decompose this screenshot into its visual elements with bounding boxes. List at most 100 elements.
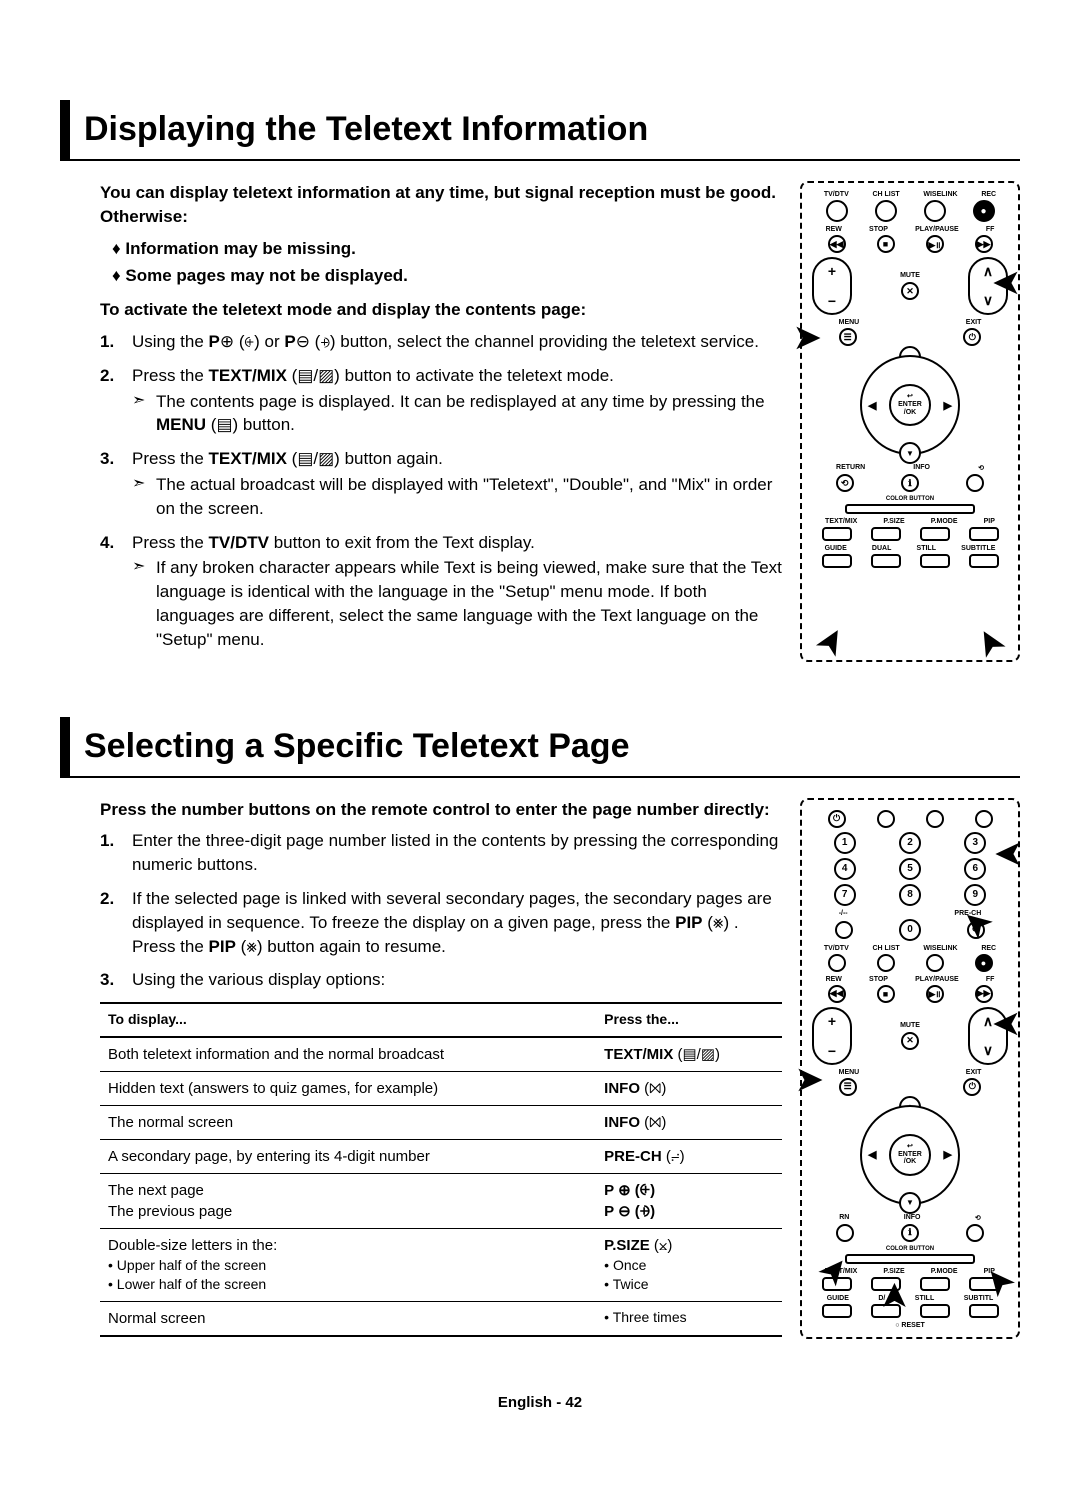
t: PLAY/PAUSE bbox=[915, 976, 959, 983]
t: (▤) button. bbox=[206, 415, 295, 434]
enter-btn: ↩ENTER/OK bbox=[889, 1134, 931, 1176]
t: EXIT bbox=[966, 1069, 982, 1076]
t: STILL bbox=[917, 545, 936, 552]
t: COLOR BUTTON bbox=[812, 1246, 1008, 1252]
exit-btn: ⏻ bbox=[963, 328, 981, 346]
step-text: Enter the three-digit page number listed… bbox=[132, 829, 782, 877]
stop-btn: ■ bbox=[877, 985, 895, 1003]
td-display: A secondary page, by entering its 4-digi… bbox=[100, 1139, 596, 1173]
info-label: INFO bbox=[913, 464, 930, 472]
td-press: TEXT/MIX (▤/▨) bbox=[596, 1037, 782, 1072]
exit-label: EXIT bbox=[966, 319, 982, 326]
a-btn bbox=[877, 810, 895, 828]
td-display: The next pageThe previous page bbox=[100, 1173, 596, 1228]
step-text: Using the various display options: bbox=[132, 968, 782, 992]
ff-btn: ▶▶ bbox=[975, 985, 993, 1003]
th-press: Press the... bbox=[596, 1003, 782, 1037]
section-1-title: Displaying the Teletext Information bbox=[84, 110, 1006, 149]
td-press: PRE-CH (⨬) bbox=[596, 1139, 782, 1173]
t: STILL bbox=[915, 1295, 934, 1302]
bullet-notdisplayed: Some pages may not be displayed. bbox=[112, 264, 782, 288]
remote-diagram-1: TV/DTVCH LISTWISELINKREC ● REWSTOPPLAY/P… bbox=[800, 181, 1020, 662]
num-2: 2 bbox=[899, 832, 921, 854]
s2-step-3: 3. Using the various display options: bbox=[100, 968, 782, 992]
td-display: The normal screen bbox=[100, 1105, 596, 1139]
still-btn bbox=[920, 1304, 950, 1318]
t: Press the bbox=[132, 533, 209, 552]
guide-btn bbox=[822, 1304, 852, 1318]
table-row: Hidden text (answers to quiz games, for … bbox=[100, 1071, 782, 1105]
num-7: 7 bbox=[834, 884, 856, 906]
t: FF bbox=[986, 976, 995, 983]
step-num: 4. bbox=[100, 531, 132, 652]
t: REW bbox=[826, 976, 842, 983]
td-press: Three times bbox=[596, 1301, 782, 1336]
t: CH LIST bbox=[872, 945, 899, 952]
section-2-content: Press the number buttons on the remote c… bbox=[60, 798, 782, 1339]
t: TV/DTV bbox=[209, 533, 269, 552]
table-row: The normal screenINFO (⨝) bbox=[100, 1105, 782, 1139]
return-btn: ⟲ bbox=[836, 474, 854, 492]
num-6: 6 bbox=[964, 858, 986, 880]
guide-btn bbox=[822, 554, 852, 568]
table-row: A secondary page, by entering its 4-digi… bbox=[100, 1139, 782, 1173]
t: button to exit from the Text display. bbox=[269, 533, 535, 552]
num-3: 3 bbox=[964, 832, 986, 854]
t: WISELINK bbox=[923, 945, 957, 952]
section-1-header: Displaying the Teletext Information bbox=[60, 100, 1020, 161]
chlist-btn bbox=[877, 954, 895, 972]
t: (▤/▨) button to activate the teletext mo… bbox=[287, 366, 614, 385]
num-1: 1 bbox=[834, 832, 856, 854]
t: PIP bbox=[675, 913, 702, 932]
t: WISELINK bbox=[923, 191, 957, 198]
reset-label: RESET bbox=[901, 1322, 924, 1329]
display-options-table: To display... Press the... Both teletext… bbox=[100, 1002, 782, 1337]
td-display: Both teletext information and the normal… bbox=[100, 1037, 596, 1072]
step-num: 2. bbox=[100, 364, 132, 437]
t: MENU bbox=[839, 1069, 860, 1076]
s1-step-4: 4. Press the TV/DTV button to exit from … bbox=[100, 531, 782, 652]
pmode-btn bbox=[920, 1277, 950, 1291]
th-display: To display... bbox=[100, 1003, 596, 1037]
activate-heading: To activate the teletext mode and displa… bbox=[100, 298, 782, 322]
t: (⨳) button again to resume. bbox=[236, 937, 446, 956]
t: TV/DTV bbox=[824, 945, 849, 952]
t: TEXT/MIX bbox=[209, 366, 287, 385]
menu-btn: ☰ bbox=[839, 1078, 857, 1096]
chlist-btn bbox=[875, 200, 897, 222]
step-num: 3. bbox=[100, 968, 132, 992]
table-row: Normal screenThree times bbox=[100, 1301, 782, 1336]
table-row: Both teletext information and the normal… bbox=[100, 1037, 782, 1072]
t: TEXT/MIX bbox=[209, 449, 287, 468]
pip-btn bbox=[969, 527, 999, 541]
step-text: Press the TEXT/MIX (▤/▨) button to activ… bbox=[132, 364, 782, 437]
tvdtv-btn bbox=[826, 200, 848, 222]
table-row: Double-size letters in the:Upper half of… bbox=[100, 1228, 782, 1301]
section-1-content: You can display teletext information at … bbox=[60, 181, 782, 662]
s2-step-2: 2. If the selected page is linked with s… bbox=[100, 887, 782, 958]
wiselink-btn bbox=[926, 954, 944, 972]
t: STOP bbox=[869, 976, 888, 983]
num-0: 0 bbox=[899, 919, 921, 941]
section-1-steps: 1. Using the P⊕ (⨭) or P⊖ (⨮) button, se… bbox=[100, 330, 782, 652]
t: GUIDE bbox=[827, 1295, 849, 1302]
pointer-arrow-icon: ➤ bbox=[807, 619, 853, 661]
rec-btn: ● bbox=[973, 200, 995, 222]
subtitle-btn bbox=[969, 1304, 999, 1318]
step-num: 1. bbox=[100, 829, 132, 877]
ff-btn: ▶▶ bbox=[975, 235, 993, 253]
vol-rocker: +− bbox=[812, 1007, 852, 1065]
t: Press the bbox=[132, 449, 209, 468]
pwr-btn: ⏻ bbox=[828, 810, 846, 828]
color-label: COLOR BUTTON bbox=[812, 496, 1008, 502]
num-4: 4 bbox=[834, 858, 856, 880]
t: REW bbox=[826, 226, 842, 233]
mute-btn: ✕ bbox=[901, 282, 919, 300]
step-num: 2. bbox=[100, 887, 132, 958]
mute-label: MUTE bbox=[900, 272, 920, 279]
step-text: Using the P⊕ (⨭) or P⊖ (⨮) button, selec… bbox=[132, 330, 782, 354]
section-1-body: You can display teletext information at … bbox=[60, 181, 1020, 662]
td-display: Double-size letters in the:Upper half of… bbox=[100, 1228, 596, 1301]
color-strip bbox=[845, 504, 975, 514]
pointer-arrow-icon: ➤ bbox=[966, 621, 1012, 663]
